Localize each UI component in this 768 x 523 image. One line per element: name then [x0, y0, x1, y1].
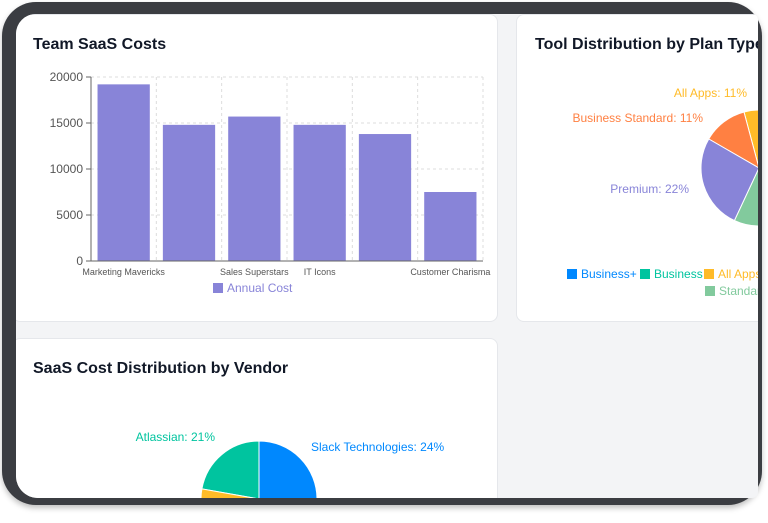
bar-annual-cost — [228, 116, 281, 261]
x-tick-label: Customer Charisma — [410, 267, 490, 277]
y-tick-label: 5000 — [56, 208, 83, 222]
pie-slice-other — [200, 488, 257, 498]
legend-label: Standar — [719, 284, 758, 298]
team-saas-costs-title: Team SaaS Costs — [33, 36, 167, 53]
dashboard-screen: Team SaaS Costs 0 5000 10000 15000 20000 Mark… — [16, 14, 758, 498]
pie-slice-label: Slack Technologies: 24% — [311, 440, 445, 454]
bar-annual-cost — [97, 84, 150, 261]
pie-slice-label: Business Standard: 11% — [572, 111, 703, 125]
vendor-cost-title: SaaS Cost Distribution by Vendor — [33, 360, 289, 377]
x-tick-label: IT Icons — [304, 267, 336, 277]
pie-slice-label: All Apps: 11% — [674, 86, 747, 100]
legend-swatch — [567, 269, 577, 279]
y-tick-label: 20000 — [50, 70, 84, 84]
team-saas-costs-card: Team SaaS Costs 0 5000 10000 15000 20000 Mark… — [16, 14, 498, 322]
pie-slice-atlassian — [201, 440, 260, 498]
pie-slice-slack-technologies — [258, 440, 318, 498]
y-tick-label: 10000 — [50, 162, 84, 176]
legend-label: Business+ — [581, 267, 637, 281]
pie-slice-standard — [733, 168, 758, 227]
legend-label: All Apps — [718, 267, 758, 281]
legend-swatch — [705, 286, 715, 296]
pie-slice-label: Premium: 22% — [610, 182, 689, 196]
legend-swatch — [213, 283, 223, 293]
bar-annual-cost — [424, 192, 477, 261]
legend-label: Business — [654, 267, 703, 281]
y-tick-label: 0 — [76, 254, 83, 268]
vendor-cost-card: SaaS Cost Distribution by Vendor Atlassi… — [16, 338, 498, 498]
device-frame: Team SaaS Costs 0 5000 10000 15000 20000 Mark… — [2, 2, 762, 505]
plan-type-card: Tool Distribution by Plan Type All Apps:… — [516, 14, 758, 322]
x-tick-label: Marketing Mavericks — [82, 267, 165, 277]
bar-annual-cost — [293, 124, 346, 261]
pie-slice-label: Atlassian: 21% — [136, 430, 216, 444]
legend-swatch — [704, 269, 714, 279]
y-tick-label: 15000 — [50, 116, 84, 130]
team-saas-costs-chart: 0 5000 10000 15000 20000 Marketing Mavericks S… — [50, 70, 491, 295]
legend-label: Annual Cost — [227, 281, 293, 295]
legend-swatch — [640, 269, 650, 279]
x-tick-label: Sales Superstars — [220, 267, 289, 277]
plan-type-title: Tool Distribution by Plan Type — [535, 36, 758, 53]
bar-annual-cost — [358, 134, 412, 261]
bar-annual-cost — [162, 124, 216, 261]
vendor-pie-chart: Atlassian: 21% Slack Technologies: 24% — [136, 430, 445, 498]
plan-type-pie-chart: All Apps: 11% Business Standard: 11% Premi… — [567, 86, 758, 298]
